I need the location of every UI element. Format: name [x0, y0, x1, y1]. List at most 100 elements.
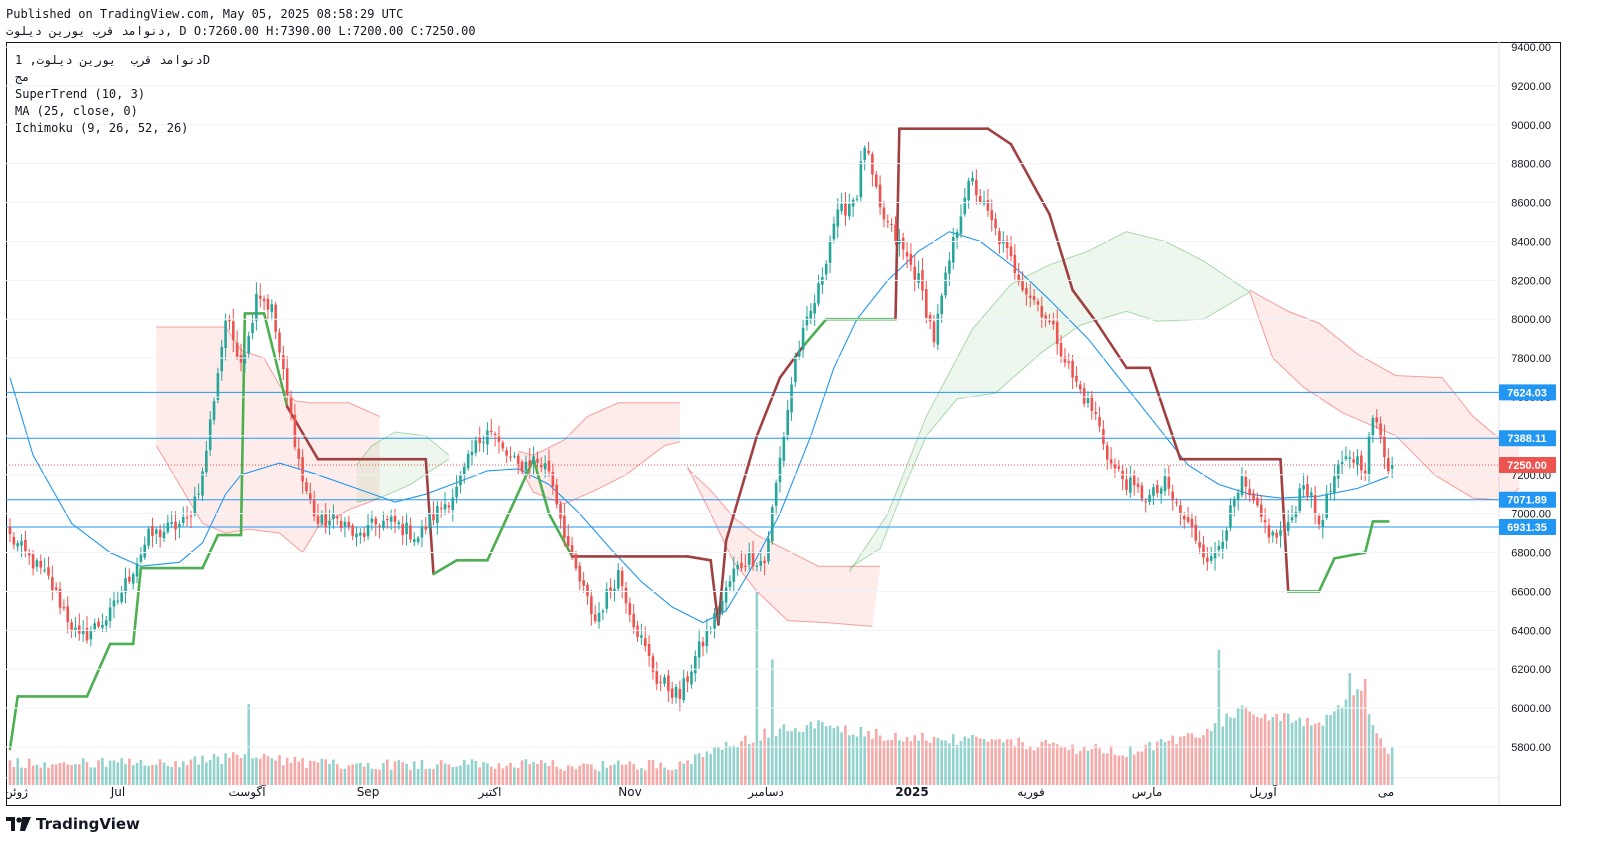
supertrend-segment	[1363, 520, 1375, 554]
candle	[1363, 462, 1367, 482]
volume-bar	[205, 762, 208, 785]
volume-bar	[955, 744, 959, 785]
volume-bar	[840, 732, 843, 785]
chart-frame[interactable]: 9400.00 9200.00 9000.00 8800.00 8600.00 8400.…	[6, 42, 1561, 806]
ma-path	[9, 231, 1389, 624]
supertrend-segment	[547, 512, 574, 558]
candle	[678, 680, 682, 712]
volume-bar	[428, 768, 431, 785]
volume-bar	[821, 722, 824, 785]
volume-bar	[12, 766, 16, 785]
candle	[1383, 424, 1386, 470]
candle	[309, 482, 312, 505]
volume-bar	[158, 759, 162, 785]
candle	[93, 618, 96, 632]
volume-bar	[1363, 678, 1367, 785]
candle	[297, 437, 301, 469]
volume-bar	[1144, 744, 1148, 785]
candle	[663, 674, 666, 687]
candle	[147, 526, 150, 550]
price-axis[interactable]: 9400.00 9200.00 9000.00 8800.00 8600.00 8400.…	[6, 42, 1551, 754]
candle	[493, 431, 497, 447]
y-tick-label: 5800.00	[1511, 742, 1551, 754]
candle	[809, 303, 813, 324]
candle	[343, 517, 347, 538]
candle	[874, 170, 878, 189]
volume-bar	[489, 766, 493, 785]
horizontal-lines	[6, 391, 1499, 528]
candles	[8, 141, 1394, 712]
candle	[339, 513, 343, 533]
volume-bar	[678, 761, 682, 785]
candle	[247, 331, 250, 360]
candle	[801, 320, 805, 359]
volume-bar	[867, 731, 870, 785]
volume-bar	[559, 768, 562, 785]
volume-bar	[659, 762, 662, 785]
volume-bar	[520, 760, 524, 785]
volume-bar	[1186, 733, 1190, 785]
volume-bar	[270, 758, 274, 785]
candle	[1367, 431, 1371, 483]
candle	[470, 439, 474, 466]
candle	[1321, 513, 1325, 539]
x-tick-label: Sep	[357, 785, 380, 799]
volume-bar	[328, 763, 331, 785]
volume-bar	[478, 767, 481, 785]
cloud-red-4	[1249, 290, 1520, 501]
candle	[66, 596, 70, 634]
candle	[563, 503, 566, 547]
volume-bar	[1344, 699, 1348, 785]
volume-bar	[913, 735, 917, 785]
candle	[597, 602, 601, 629]
candle	[447, 502, 451, 514]
candle	[362, 527, 366, 542]
candle	[201, 467, 204, 502]
legend-symbol[interactable]: دنوامد قرب یورین دیلوت, 1D	[15, 53, 211, 67]
volume-bar	[343, 768, 347, 785]
price-label: 7624.03	[1499, 384, 1556, 401]
legend-ma[interactable]: MA (25, close, 0)	[15, 104, 138, 118]
volume-bar	[601, 760, 605, 785]
candle	[609, 578, 612, 599]
legend-ichimoku[interactable]: Ichimoku (9, 26, 52, 26)	[15, 121, 189, 135]
volume-bar	[975, 736, 978, 785]
volume-bar	[728, 746, 732, 785]
candle	[1302, 472, 1305, 498]
time-axis[interactable]: ژوئن Jul آگوست Sep اکتبر Nov دسامبر 2025 فوریه ما…	[6, 784, 1394, 800]
volume-bar	[540, 760, 543, 785]
candle	[624, 581, 628, 614]
volume-bar	[640, 768, 643, 785]
candle	[108, 597, 112, 628]
volume-bar	[790, 731, 793, 785]
candle	[332, 504, 335, 529]
candle	[590, 589, 593, 626]
volume-bar	[824, 726, 828, 785]
volume-bar	[1317, 722, 1321, 785]
candle	[1090, 390, 1094, 420]
y-tick-label: 9200.00	[1511, 81, 1551, 93]
volume-bar	[994, 739, 997, 785]
candle	[867, 141, 870, 156]
cloud-red-1	[156, 327, 380, 553]
volume-bar	[632, 764, 635, 785]
candle	[674, 683, 678, 704]
candle	[901, 232, 905, 260]
volume-bar	[1352, 695, 1355, 785]
tradingview-logo: TradingView	[6, 814, 140, 834]
candle	[532, 446, 535, 475]
volume-bar	[1387, 753, 1390, 785]
volume-bar	[609, 765, 612, 785]
candle	[601, 608, 605, 621]
volume-bar	[185, 765, 189, 785]
candle	[909, 243, 913, 272]
volume-bar	[828, 725, 832, 785]
volume-bar	[817, 720, 820, 785]
volume-bar	[524, 759, 528, 785]
candle	[1194, 515, 1198, 544]
candle	[1179, 500, 1182, 526]
legend-supertrend[interactable]: SuperTrend (10, 3)	[15, 87, 146, 101]
candle	[516, 452, 520, 476]
x-tick-label: دسامبر	[747, 785, 784, 800]
candle	[640, 623, 643, 646]
